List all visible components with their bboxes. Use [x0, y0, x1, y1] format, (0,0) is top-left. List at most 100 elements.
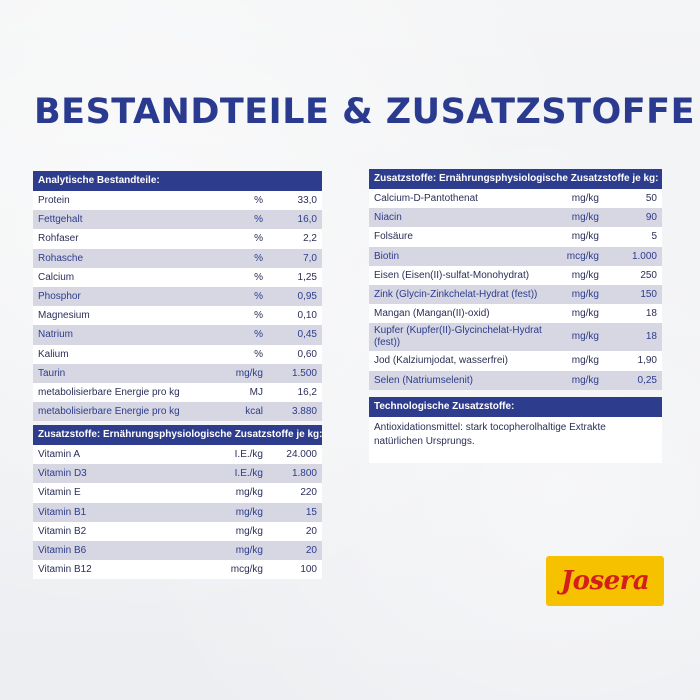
cell-name: Vitamin A: [38, 449, 81, 461]
table-row: Magnesium% 0,10: [33, 306, 322, 326]
table-row: Rohasche% 7,0: [33, 248, 322, 268]
cell-name: Vitamin B1: [38, 506, 87, 518]
cell-name: Calcium: [38, 271, 75, 283]
cell-value: 20: [305, 525, 317, 537]
vitamins-table-header: Zusatzstoffe: Ernährungsphysiologische Z…: [33, 425, 322, 445]
table-row: Mangan (Mangan(II)-oxid) mg/kg 18: [369, 304, 662, 324]
table-row: Vitamin B6 mg/kg 20: [33, 540, 322, 561]
cell-unit: mg/kg: [571, 231, 599, 243]
table-row: Vitamin B2 mg/kg 20: [33, 521, 322, 541]
cell-unit: %: [254, 310, 263, 322]
cell-unit: I.E./kg: [234, 468, 263, 480]
cell-unit: mg/kg: [571, 374, 599, 386]
table-row: Niacin mg/kg 90: [369, 208, 662, 228]
cell-unit: mg/kg: [571, 289, 599, 301]
table-row: Calcium-D-Pantothenat mg/kg 50: [369, 189, 662, 209]
cell-value: 16,0: [297, 214, 317, 226]
analytic-table-header: Analytische Bestandteile:: [33, 171, 322, 191]
logo-text: Josera: [560, 566, 650, 596]
table-row: Eisen (Eisen(II)-sulfat-Monohydrat) mg/kg…: [369, 265, 662, 285]
cell-name: metabolisierbare Energie pro kg: [38, 386, 180, 398]
table-row: Biotin mcg/kg 1.000: [369, 246, 662, 266]
cell-name: Fettgehalt: [38, 214, 83, 226]
table-row: Kalium% 0,60: [33, 344, 322, 364]
cell-unit: %: [254, 252, 263, 264]
cell-value: 250: [640, 269, 657, 281]
cell-value: 7,0: [303, 252, 317, 264]
cell-unit: kcal: [245, 406, 263, 418]
cell-unit: I.E./kg: [234, 449, 263, 461]
table-row: metabolisierbare Energie pro kg kcal 3.880: [33, 402, 322, 422]
table-row: Taurin mg/kg 1.500: [33, 363, 322, 383]
cell-unit: mg/kg: [571, 331, 599, 343]
cell-unit: mg/kg: [235, 545, 263, 557]
cell-name: Selen (Natriumselenit): [374, 374, 473, 386]
cell-value: 33,0: [297, 195, 317, 207]
cell-name: Calcium-D-Pantothenat: [374, 193, 478, 205]
cell-value: 50: [645, 193, 657, 205]
cell-value: 0,60: [297, 348, 317, 360]
table-row: Fettgehalt% 16,0: [33, 210, 322, 230]
minerals-table: Zusatzstoffe: Ernährungsphysiologische Z…: [369, 169, 662, 390]
cell-name: Eisen (Eisen(II)-sulfat-Monohydrat): [374, 269, 530, 281]
cell-value: 24.000: [286, 449, 317, 461]
cell-value: 3.880: [291, 406, 317, 418]
table-row: Vitamin A I.E./kg 24.000: [33, 445, 322, 465]
cell-unit: mcg/kg: [230, 564, 263, 576]
cell-unit: %: [254, 348, 263, 360]
cell-unit: mg/kg: [571, 193, 599, 205]
cell-unit: mg/kg: [235, 367, 263, 379]
cell-unit: mg/kg: [235, 525, 263, 537]
cell-name: Protein: [38, 195, 70, 207]
table-row: Jod (Kalziumjodat, wasserfrei) mg/kg 1,90: [369, 351, 662, 371]
tech-additives-text: Antioxidationsmittel: stark tocopherolha…: [369, 417, 662, 463]
cell-value: 1.800: [291, 468, 317, 480]
cell-name: Biotin: [374, 250, 400, 262]
cell-name: Niacin: [374, 212, 402, 224]
vitamins-table: Zusatzstoffe: Ernährungsphysiologische Z…: [33, 425, 322, 580]
table-row: Rohfaser% 2,2: [33, 229, 322, 249]
cell-name: Natrium: [38, 329, 74, 341]
cell-unit: mg/kg: [571, 355, 599, 367]
cell-value: 90: [645, 212, 657, 224]
minerals-table-header: Zusatzstoffe: Ernährungsphysiologische Z…: [369, 169, 662, 189]
table-row: Zink (Glycin-Zinkchelat-Hydrat (fest)) mg…: [369, 284, 662, 305]
cell-name: Vitamin B12: [38, 564, 92, 576]
cell-value: 20: [305, 545, 317, 557]
cell-name: metabolisierbare Energie pro kg: [38, 406, 180, 418]
cell-value: 0,25: [637, 374, 657, 386]
cell-name: Rohfaser: [38, 233, 79, 245]
tech-additives-table: Technologische Zusatzstoffe: Antioxidati…: [369, 397, 662, 463]
cell-unit: %: [254, 291, 263, 303]
cell-unit: %: [254, 214, 263, 226]
table-row: Folsäure mg/kg 5: [369, 227, 662, 247]
table-row: Vitamin D3 I.E./kg 1.800: [33, 464, 322, 484]
cell-value: 15: [305, 506, 317, 518]
table-row: Protein% 33,0: [33, 191, 322, 211]
cell-value: 0,10: [297, 310, 317, 322]
table-row: Kupfer (Kupfer(II)-Glycinchelat-Hydrat (…: [369, 323, 662, 352]
table-row: Phosphor% 0,95: [33, 286, 322, 307]
cell-value: 1.500: [291, 367, 317, 379]
cell-unit: mg/kg: [571, 212, 599, 224]
cell-value: 18: [645, 308, 657, 320]
analytic-table: Analytische Bestandteile: Protein% 33,0 Fe…: [33, 171, 322, 422]
cell-unit: %: [254, 329, 263, 341]
table-row: Vitamin B12 mcg/kg 100: [33, 560, 322, 580]
cell-name: Vitamin D3: [38, 468, 87, 480]
cell-unit: mg/kg: [571, 308, 599, 320]
cell-value: 1.000: [631, 250, 657, 262]
cell-unit: %: [254, 195, 263, 207]
cell-unit: mcg/kg: [566, 250, 599, 262]
table-row: Vitamin E mg/kg 220: [33, 483, 322, 503]
cell-unit: mg/kg: [235, 506, 263, 518]
page-title: BESTANDTEILE & ZUSATZSTOFFE: [34, 92, 695, 132]
cell-unit: mg/kg: [571, 269, 599, 281]
cell-value: 18: [645, 331, 657, 343]
tech-additives-header: Technologische Zusatzstoffe:: [369, 397, 662, 417]
cell-unit: %: [254, 271, 263, 283]
cell-name: Kupfer (Kupfer(II)-Glycinchelat-Hydrat (…: [374, 325, 542, 349]
table-row: metabolisierbare Energie pro kg MJ 16,2: [33, 382, 322, 403]
cell-name: Phosphor: [38, 291, 81, 303]
table-row: Selen (Natriumselenit) mg/kg 0,25: [369, 370, 662, 390]
